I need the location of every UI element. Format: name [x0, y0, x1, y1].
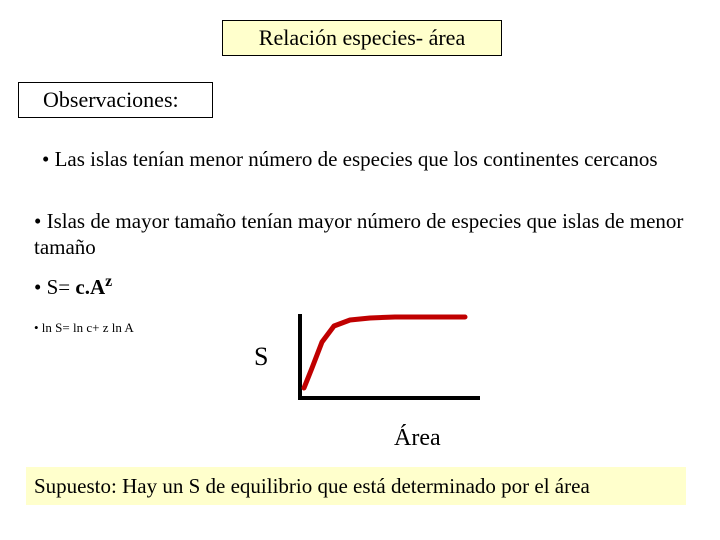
bullet-1: • Las islas tenían menor número de espec…: [42, 146, 682, 172]
bullet-4: • ln S= ln c+ z ln A: [34, 320, 134, 336]
subtitle-box: Observaciones:: [18, 82, 213, 118]
chart-x-label: Área: [394, 425, 441, 452]
assumption-text: Supuesto: Hay un S de equilibrio que est…: [34, 474, 590, 498]
bullet-3-bold: c.A: [75, 275, 105, 299]
bullet-3-prefix: • S=: [34, 275, 75, 299]
chart-curve: [304, 317, 465, 388]
bullet-3: • S= c.Az: [34, 272, 112, 300]
slide-title: Relación especies- área: [259, 25, 465, 50]
bullet-3-sup: z: [105, 273, 112, 290]
subtitle-text: Observaciones:: [43, 87, 179, 112]
bullet-2: • Islas de mayor tamaño tenían mayor núm…: [34, 208, 684, 261]
slide: Relación especies- área Observaciones: •…: [0, 0, 720, 540]
assumption-box: Supuesto: Hay un S de equilibrio que est…: [26, 467, 686, 505]
chart-svg: [290, 310, 490, 410]
species-area-chart: S: [254, 310, 484, 420]
title-box: Relación especies- área: [222, 20, 502, 56]
chart-y-label: S: [254, 342, 268, 372]
